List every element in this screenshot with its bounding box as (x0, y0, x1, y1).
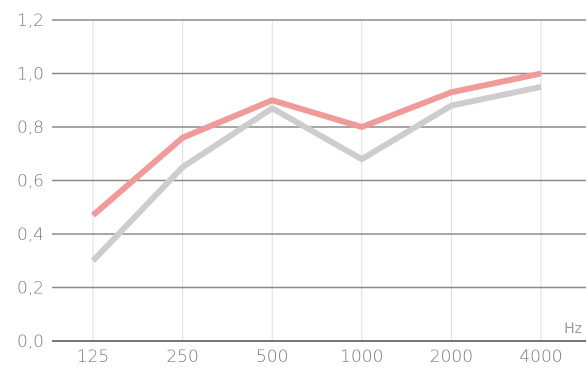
y-tick-labels: 0,0 0,2 0,4 0,6 0,8 1,0 1,2 (17, 11, 44, 352)
x-tick-labels: 125 250 500 1000 2000 4000 (77, 347, 563, 367)
x-unit-label: Hz (564, 321, 582, 337)
y-tick-label: 0,4 (17, 225, 44, 245)
x-tick-label: 125 (77, 347, 109, 367)
y-tick-label: 0,6 (17, 172, 44, 192)
y-tick-label: 1,2 (17, 11, 44, 31)
x-tick-label: 250 (166, 347, 198, 367)
x-tick-label: 4000 (519, 347, 562, 367)
series-lines (93, 74, 541, 261)
x-tick-label: 500 (256, 347, 288, 367)
y-tick-label: 0,2 (17, 279, 44, 299)
y-tick-label: 0,8 (17, 118, 44, 138)
y-tick-label: 1,0 (17, 65, 44, 85)
x-tick-label: 1000 (340, 347, 383, 367)
x-tick-label: 2000 (430, 347, 473, 367)
y-tick-label: 0,0 (17, 332, 44, 352)
